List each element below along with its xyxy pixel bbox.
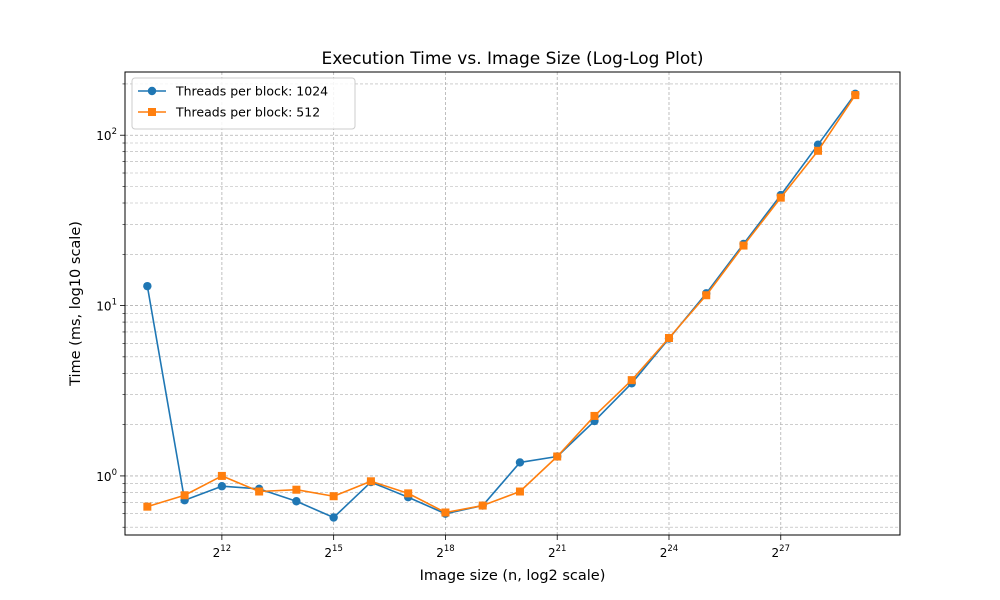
legend-label: Threads per block: 512 — [175, 105, 320, 120]
data-point — [776, 193, 785, 202]
data-point — [515, 487, 524, 496]
x-tick-label: 221 — [548, 544, 566, 560]
data-point — [217, 482, 227, 491]
data-point — [143, 281, 152, 291]
data-point — [217, 471, 226, 480]
legend-item: Threads per block: 512 — [138, 105, 320, 120]
data-point — [329, 513, 338, 522]
data-point — [404, 489, 413, 498]
data-point — [515, 458, 525, 467]
data-point — [553, 452, 562, 461]
x-tick-label: 224 — [660, 544, 678, 560]
data-point — [814, 146, 823, 155]
y-tick-label: 102 — [96, 127, 117, 143]
series-square — [143, 91, 860, 517]
data-point — [739, 241, 748, 250]
data-point — [255, 487, 264, 496]
y-tick-label: 100 — [96, 468, 117, 484]
legend-label: Threads per block: 1024 — [175, 84, 328, 99]
chart-title: Execution Time vs. Image Size (Log-Log P… — [321, 49, 703, 69]
grid — [125, 72, 900, 535]
data-point — [292, 485, 301, 494]
data-point — [292, 497, 301, 506]
legend-marker — [147, 86, 157, 96]
data-point — [441, 508, 450, 517]
x-tick-label: 227 — [772, 544, 790, 560]
data-point — [478, 501, 487, 510]
x-tick-label: 215 — [324, 544, 342, 560]
axis-ticks: 212 215 218 221 224 227 100 101 102 — [96, 83, 790, 560]
plot-area — [124, 71, 901, 536]
y-tick-label: 101 — [96, 298, 117, 314]
legend: Threads per block: 1024 Threads per block… — [131, 77, 356, 130]
series-line — [147, 94, 856, 514]
y-axis-label: Time (ms, log10 scale) — [68, 221, 84, 387]
data-point — [366, 477, 375, 486]
data-point — [702, 291, 711, 300]
legend-marker — [148, 108, 156, 116]
data-point — [180, 491, 189, 500]
x-tick-label: 218 — [436, 544, 454, 560]
data-point — [627, 376, 636, 385]
data-point — [851, 91, 860, 100]
x-tick-label: 212 — [213, 544, 231, 560]
legend-box — [131, 77, 356, 130]
series-layer — [143, 89, 860, 522]
data-point — [329, 492, 338, 501]
data-point — [590, 411, 599, 420]
data-point — [664, 334, 673, 343]
legend-item: Threads per block: 1024 — [138, 84, 328, 99]
data-point — [143, 502, 152, 511]
x-axis-label: Image size (n, log2 scale) — [420, 568, 606, 584]
